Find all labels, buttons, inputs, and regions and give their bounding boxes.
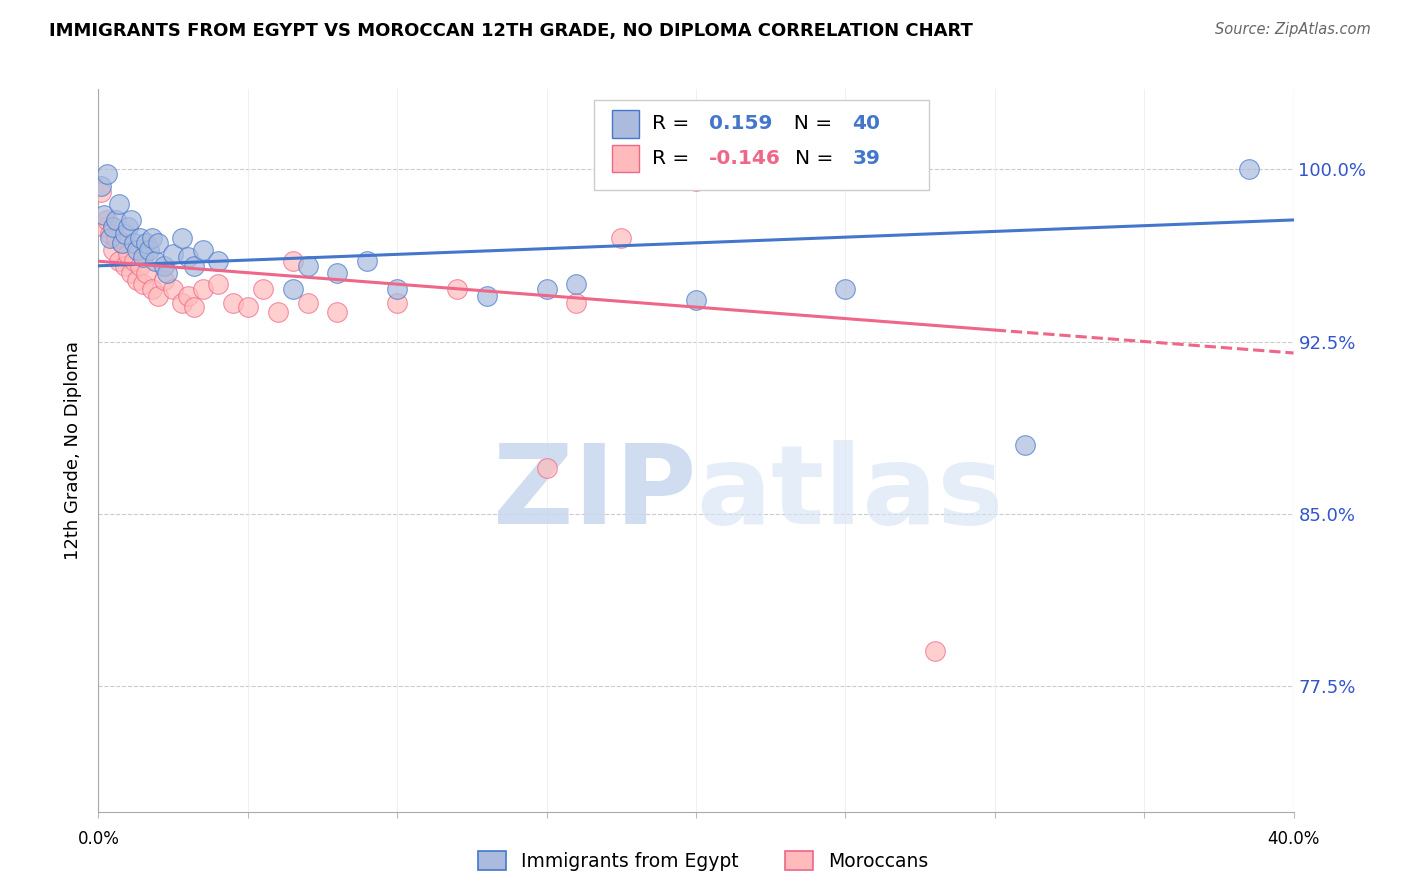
Text: R =: R = (652, 149, 696, 168)
Point (148, 235, 170, 250)
Point (183, 259, 205, 273)
Point (111, 235, 134, 250)
Point (685, 293, 707, 308)
Point (108, 197, 131, 211)
Point (565, 277, 588, 292)
Text: IMMIGRANTS FROM EGYPT VS MOROCCAN 12TH GRADE, NO DIPLOMA CORRELATION CHART: IMMIGRANTS FROM EGYPT VS MOROCCAN 12TH G… (49, 22, 973, 40)
Point (172, 295, 194, 310)
Point (177, 288, 200, 302)
Text: Source: ZipAtlas.com: Source: ZipAtlas.com (1215, 22, 1371, 37)
Text: ZIP: ZIP (492, 441, 696, 548)
Point (281, 282, 304, 296)
Point (252, 282, 274, 296)
Point (108, 254, 131, 268)
Point (191, 282, 214, 296)
Y-axis label: 12th Grade, No Diploma: 12th Grade, No Diploma (65, 341, 83, 560)
Text: N =: N = (796, 149, 839, 168)
Point (207, 277, 229, 292)
Point (222, 295, 245, 310)
Text: 0.0%: 0.0% (77, 830, 120, 848)
FancyBboxPatch shape (595, 100, 929, 190)
Point (98, 227, 122, 241)
Point (93, 219, 115, 234)
Point (1014, 438, 1036, 452)
Point (172, 231, 194, 245)
Text: R =: R = (652, 114, 696, 134)
Text: 39: 39 (852, 149, 880, 168)
Point (177, 250, 200, 264)
Point (129, 231, 152, 245)
Point (138, 243, 160, 257)
Point (153, 272, 176, 286)
Point (475, 288, 498, 302)
Point (385, 282, 409, 296)
Text: -0.146: -0.146 (709, 149, 780, 168)
Point (117, 247, 139, 261)
FancyBboxPatch shape (613, 110, 638, 137)
Point (153, 259, 176, 273)
Point (124, 235, 146, 250)
Text: 40.0%: 40.0% (1267, 830, 1320, 848)
Point (565, 295, 588, 310)
Point (141, 282, 163, 296)
Point (143, 254, 166, 268)
Point (191, 243, 214, 257)
Point (156, 266, 179, 280)
Point (96, 213, 118, 227)
Point (148, 288, 170, 302)
Text: N =: N = (780, 114, 838, 134)
Point (111, 235, 134, 250)
Point (114, 227, 136, 241)
Point (132, 250, 155, 264)
Point (536, 460, 558, 475)
Legend: Immigrants from Egypt, Moroccans: Immigrants from Egypt, Moroccans (470, 843, 936, 878)
Point (326, 266, 349, 280)
Point (124, 254, 146, 268)
Point (103, 219, 125, 234)
Point (93, 208, 115, 222)
Point (267, 304, 290, 318)
Point (132, 277, 155, 292)
Point (162, 282, 184, 296)
FancyBboxPatch shape (613, 145, 638, 172)
Point (1237, 162, 1260, 177)
Point (297, 259, 319, 273)
Point (90, 178, 112, 193)
Point (297, 295, 319, 310)
Point (120, 266, 142, 280)
Point (207, 254, 229, 268)
Point (103, 243, 125, 257)
Text: 40: 40 (852, 114, 880, 134)
Point (385, 295, 409, 310)
Text: atlas: atlas (696, 441, 1004, 548)
Point (536, 282, 558, 296)
Point (326, 304, 349, 318)
Point (356, 254, 378, 268)
Point (105, 231, 128, 245)
Point (114, 259, 136, 273)
Point (924, 644, 946, 658)
Text: 0.159: 0.159 (709, 114, 772, 134)
Point (610, 231, 633, 245)
Point (135, 266, 157, 280)
Point (127, 243, 149, 257)
Point (120, 213, 142, 227)
Point (141, 231, 163, 245)
Point (90, 186, 112, 200)
Point (236, 300, 259, 314)
Point (135, 235, 157, 250)
Point (105, 213, 128, 227)
Point (96, 167, 118, 181)
Point (685, 174, 707, 188)
Point (129, 259, 152, 273)
Point (281, 254, 304, 268)
Point (162, 247, 184, 261)
Point (834, 282, 856, 296)
Point (127, 272, 149, 286)
Point (183, 300, 205, 314)
Point (446, 282, 468, 296)
Point (117, 219, 139, 234)
Point (98, 231, 122, 245)
